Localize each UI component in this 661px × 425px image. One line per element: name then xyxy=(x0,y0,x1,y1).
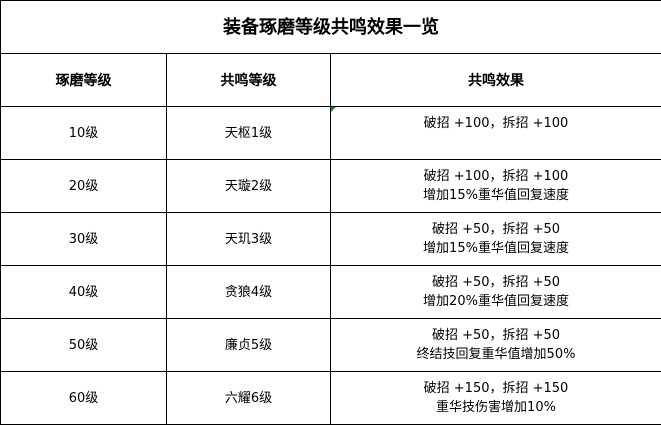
resonance-cell: 廉贞5级 xyxy=(166,318,331,372)
effect-line-1: 破招 +150，拆招 +150 xyxy=(423,381,569,396)
effect-line-2: 增加15%重华值回复速度 xyxy=(423,241,569,256)
table-row: 50级 廉贞5级 破招 +50，拆招 +50 终结技回复重华值增加50% xyxy=(0,318,661,372)
header-resonance: 共鸣等级 xyxy=(166,53,331,107)
effect-line-1: 破招 +50，拆招 +50 xyxy=(431,275,561,290)
level-cell: 50级 xyxy=(0,318,167,372)
effect-line-1: 破招 +50，拆招 +50 xyxy=(431,328,561,343)
level-cell: 30级 xyxy=(0,212,167,266)
effect-cell: 破招 +150，拆招 +150 重华技伤害增加10% xyxy=(329,371,661,425)
header-row: 琢磨等级 共鸣等级 共鸣效果 xyxy=(0,53,661,107)
header-level: 琢磨等级 xyxy=(0,53,167,107)
table-title: 装备琢磨等级共鸣效果一览 xyxy=(0,0,661,54)
resonance-cell: 贪狼4级 xyxy=(166,265,331,319)
comment-marker-icon xyxy=(331,107,336,112)
effect-line-1: 破招 +50，拆招 +50 xyxy=(431,222,561,237)
effect-cell: 破招 +100，拆招 +100 xyxy=(329,106,661,160)
effect-line-1: 破招 +100，拆招 +100 xyxy=(423,116,569,131)
level-cell: 20级 xyxy=(0,159,167,213)
resonance-cell: 天枢1级 xyxy=(166,106,331,160)
effect-cell: 破招 +100，拆招 +100 增加15%重华值回复速度 xyxy=(329,159,661,213)
header-effect: 共鸣效果 xyxy=(329,53,661,107)
effect-cell: 破招 +50，拆招 +50 增加20%重华值回复速度 xyxy=(329,265,661,319)
resonance-cell: 天璇2级 xyxy=(166,159,331,213)
table-row: 30级 天玑3级 破招 +50，拆招 +50 增加15%重华值回复速度 xyxy=(0,212,661,266)
resonance-cell: 天玑3级 xyxy=(166,212,331,266)
level-cell: 10级 xyxy=(0,106,167,160)
effect-line-2 xyxy=(331,133,661,152)
level-cell: 40级 xyxy=(0,265,167,319)
effect-line-2: 增加20%重华值回复速度 xyxy=(423,294,569,309)
effect-line-2: 增加15%重华值回复速度 xyxy=(423,188,569,203)
table-row: 60级 六耀6级 破招 +150，拆招 +150 重华技伤害增加10% xyxy=(0,371,661,425)
resonance-cell: 六耀6级 xyxy=(166,371,331,425)
table-row: 40级 贪狼4级 破招 +50，拆招 +50 增加20%重华值回复速度 xyxy=(0,265,661,319)
table-row: 20级 天璇2级 破招 +100，拆招 +100 增加15%重华值回复速度 xyxy=(0,159,661,213)
effect-cell: 破招 +50，拆招 +50 增加15%重华值回复速度 xyxy=(329,212,661,266)
table-row: 10级 天枢1级 破招 +100，拆招 +100 xyxy=(0,106,661,160)
effect-line-2: 重华技伤害增加10% xyxy=(436,400,556,415)
effect-cell: 破招 +50，拆招 +50 终结技回复重华值增加50% xyxy=(329,318,661,372)
effect-line-1: 破招 +100，拆招 +100 xyxy=(423,169,569,184)
effect-line-2: 终结技回复重华值增加50% xyxy=(416,347,576,362)
level-cell: 60级 xyxy=(0,371,167,425)
